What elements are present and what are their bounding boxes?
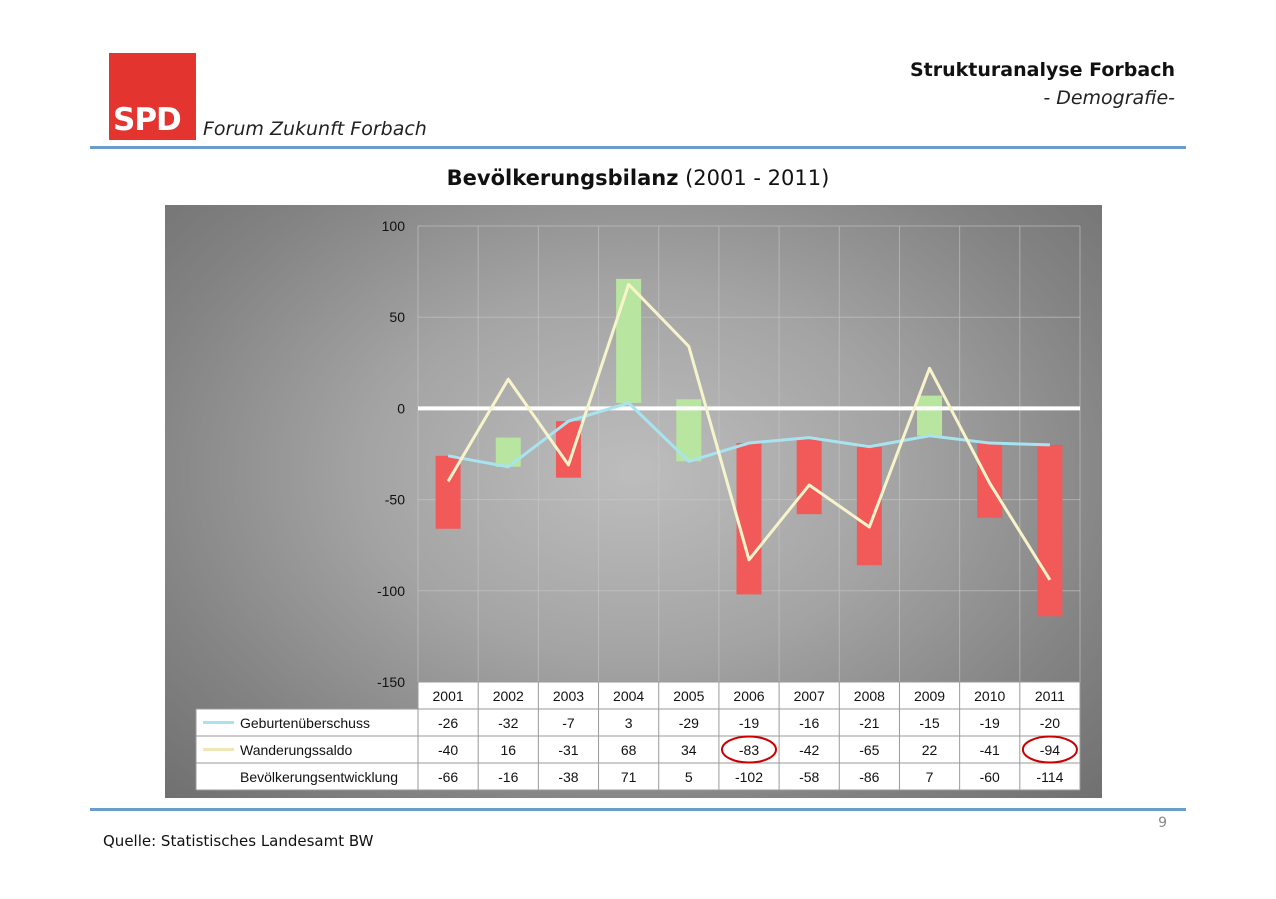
- table-cell-value: -16: [498, 769, 518, 785]
- table-cell-value: -19: [980, 715, 1000, 731]
- y-tick-label: -150: [377, 674, 405, 690]
- table-cell-value: 68: [621, 742, 637, 758]
- table-cell-value: 7: [926, 769, 934, 785]
- table-cell-value: -94: [1040, 742, 1060, 758]
- table-cell-value: -16: [799, 715, 819, 731]
- footer-divider: [90, 808, 1186, 811]
- y-tick-label: 0: [397, 400, 405, 416]
- table-cell-value: -42: [799, 742, 819, 758]
- table-cell-value: -29: [679, 715, 699, 731]
- header-subtitle: - Demografie-: [1043, 87, 1175, 109]
- table-cell-value: -65: [859, 742, 879, 758]
- table-cell-value: -83: [739, 742, 759, 758]
- y-tick-label: 100: [382, 218, 406, 234]
- slide-title-bold: Bevölkerungsbilanz: [446, 166, 679, 190]
- table-year-label: 2003: [553, 688, 584, 704]
- table-year-label: 2007: [794, 688, 825, 704]
- forum-label: Forum Zukunft Forbach: [203, 118, 427, 140]
- bar-bevoelkerungsentwicklung: [917, 395, 943, 436]
- bar-bevoelkerungsentwicklung: [555, 421, 581, 478]
- table-series-label: Bevölkerungsentwicklung: [240, 769, 398, 785]
- table-year-label: 2001: [433, 688, 464, 704]
- table-cell-value: 16: [500, 742, 516, 758]
- table-series-label: Wanderungssaldo: [240, 742, 353, 758]
- table-cell-value: -60: [980, 769, 1000, 785]
- table-cell-value: 34: [681, 742, 697, 758]
- line-wanderungssaldo: [446, 282, 1052, 581]
- y-tick-label: -100: [377, 583, 405, 599]
- bar-bevoelkerungsentwicklung: [736, 443, 762, 595]
- table-cell-value: -41: [980, 742, 1000, 758]
- table-header-bg: [418, 682, 1080, 709]
- table-cell-value: -86: [859, 769, 879, 785]
- table-year-label: 2009: [914, 688, 945, 704]
- table-cell-value: 22: [922, 742, 938, 758]
- bar-bevoelkerungsentwicklung: [1037, 444, 1063, 617]
- table-cell-value: -58: [799, 769, 819, 785]
- table-body-bg: [196, 709, 1080, 790]
- table-year-label: 2005: [673, 688, 704, 704]
- y-tick-label: 50: [389, 309, 405, 325]
- table-cell-value: 5: [685, 769, 693, 785]
- bar-bevoelkerungsentwicklung: [796, 437, 822, 515]
- table-cell-value: -32: [498, 715, 518, 731]
- table-cell-value: -66: [438, 769, 458, 785]
- bar-bevoelkerungsentwicklung: [495, 437, 521, 467]
- page-number: 9: [1158, 815, 1167, 831]
- slide-title-rest: (2001 - 2011): [678, 166, 830, 190]
- table-cell-value: 3: [625, 715, 633, 731]
- table-series-label: Geburtenüberschuss: [240, 715, 370, 731]
- table-cell-value: -20: [1040, 715, 1060, 731]
- table-year-label: 2002: [493, 688, 524, 704]
- table-year-label: 2008: [854, 688, 885, 704]
- table-cell-value: 71: [621, 769, 637, 785]
- table-cell-value: -7: [562, 715, 575, 731]
- highlight-circle: [721, 735, 777, 764]
- table-cell-value: -19: [739, 715, 759, 731]
- table-cell-value: -102: [735, 769, 763, 785]
- table-year-label: 2006: [733, 688, 764, 704]
- bar-bevoelkerungsentwicklung: [616, 278, 642, 403]
- table-cell-value: -21: [859, 715, 879, 731]
- header-divider: [90, 146, 1186, 149]
- slide-title: Bevölkerungsbilanz (2001 - 2011): [0, 166, 1276, 190]
- header-title: Strukturanalyse Forbach: [910, 59, 1175, 81]
- table-year-label: 2011: [1035, 688, 1065, 704]
- table-cell-value: -15: [919, 715, 939, 731]
- spd-logo-text: SPD: [113, 102, 182, 138]
- source-note: Quelle: Statistisches Landesamt BW: [103, 832, 374, 850]
- spd-logo: SPD: [109, 53, 196, 140]
- table-year-label: 2010: [974, 688, 1005, 704]
- highlight-circle: [1021, 735, 1078, 764]
- table-cell-value: -114: [1036, 769, 1063, 785]
- population-balance-chart: 100 50 0 -50 -100 -150 2001 2002 2003 2004 2005 200…: [195, 218, 1081, 791]
- table-year-label: 2004: [613, 688, 644, 704]
- table-cell-value: -26: [438, 715, 458, 731]
- table-cell-value: -40: [438, 742, 458, 758]
- y-tick-label: -50: [385, 492, 405, 508]
- table-cell-value: -38: [558, 769, 578, 785]
- table-cell-value: -31: [558, 742, 578, 758]
- data-table: [195, 681, 1081, 791]
